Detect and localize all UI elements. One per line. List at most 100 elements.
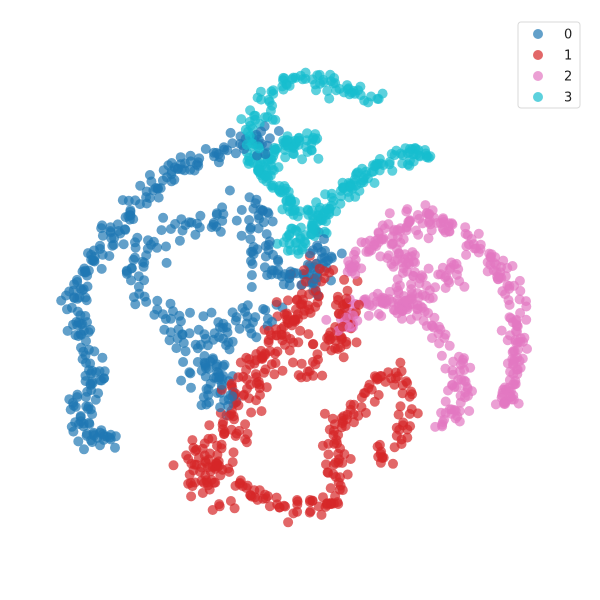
data-point-class-1 <box>295 325 306 336</box>
data-point-class-0 <box>134 288 145 299</box>
data-point-class-3 <box>244 116 255 127</box>
data-point-class-1 <box>212 440 222 451</box>
data-point-class-0 <box>166 166 177 177</box>
data-point-class-0 <box>119 224 130 235</box>
data-point-class-0 <box>284 280 295 291</box>
data-point-class-3 <box>266 180 277 191</box>
data-point-class-0 <box>194 222 205 233</box>
data-point-class-2 <box>321 314 332 325</box>
data-point-class-3 <box>330 78 341 89</box>
data-point-class-1 <box>253 376 264 387</box>
data-point-class-1 <box>186 491 197 502</box>
data-point-class-0 <box>126 263 137 274</box>
data-point-class-2 <box>424 285 435 296</box>
data-point-class-0 <box>180 346 191 357</box>
data-point-class-2 <box>461 249 472 260</box>
data-point-class-1 <box>183 454 194 464</box>
data-point-class-2 <box>360 294 371 305</box>
data-point-class-1 <box>284 345 295 356</box>
data-point-class-2 <box>460 387 471 398</box>
data-point-class-0 <box>174 235 185 246</box>
data-point-class-2 <box>423 263 434 274</box>
data-point-class-0 <box>80 392 91 402</box>
data-point-class-0 <box>158 212 169 223</box>
data-point-class-0 <box>142 243 153 254</box>
legend-item-1: 1 <box>533 49 572 64</box>
data-point-class-3 <box>307 134 318 145</box>
data-point-class-0 <box>190 229 201 240</box>
data-point-class-2 <box>423 233 434 244</box>
data-point-class-2 <box>420 200 431 211</box>
data-point-class-1 <box>395 357 406 368</box>
data-point-class-0 <box>161 241 171 252</box>
data-point-class-1 <box>334 454 344 465</box>
data-point-class-2 <box>346 262 357 273</box>
data-point-class-2 <box>427 320 437 331</box>
data-point-class-0 <box>56 295 67 306</box>
data-point-class-1 <box>260 493 271 504</box>
data-point-class-1 <box>256 406 267 417</box>
data-point-class-0 <box>245 234 256 245</box>
data-point-class-0 <box>98 429 108 440</box>
data-point-class-1 <box>292 499 303 510</box>
data-point-class-2 <box>508 346 519 356</box>
data-point-class-0 <box>88 429 99 440</box>
data-point-class-2 <box>514 275 525 286</box>
data-point-class-1 <box>200 457 211 468</box>
data-point-class-1 <box>224 466 235 477</box>
data-point-class-3 <box>280 152 291 163</box>
data-point-class-0 <box>133 271 144 282</box>
data-point-class-0 <box>87 255 98 266</box>
data-point-class-3 <box>319 226 330 237</box>
data-point-class-2 <box>372 288 383 299</box>
data-point-class-1 <box>282 317 293 328</box>
data-point-class-2 <box>498 255 509 266</box>
data-point-class-0 <box>215 226 226 237</box>
data-point-class-0 <box>268 249 278 260</box>
data-point-class-1 <box>323 449 334 460</box>
data-point-class-3 <box>325 69 336 80</box>
data-point-class-0 <box>246 270 257 281</box>
data-point-class-1 <box>228 411 239 422</box>
data-point-class-0 <box>246 256 256 266</box>
data-point-class-1 <box>245 379 256 390</box>
data-point-class-2 <box>521 314 532 325</box>
data-point-class-3 <box>290 72 301 83</box>
legend-label-3: 3 <box>564 91 572 106</box>
data-point-class-1 <box>189 477 200 488</box>
data-point-class-3 <box>326 200 337 211</box>
data-point-class-3 <box>354 185 365 196</box>
data-point-class-0 <box>172 333 183 344</box>
data-point-class-0 <box>78 346 89 357</box>
data-point-class-0 <box>96 263 107 274</box>
data-point-class-0 <box>198 311 209 322</box>
data-point-class-1 <box>319 273 330 284</box>
data-point-class-1 <box>394 424 405 435</box>
data-point-class-0 <box>75 328 86 339</box>
data-point-class-0 <box>230 148 241 159</box>
data-point-class-1 <box>342 409 353 420</box>
data-point-class-2 <box>395 226 406 236</box>
data-point-class-1 <box>293 337 304 348</box>
data-point-class-1 <box>332 291 343 302</box>
data-point-class-2 <box>459 281 470 292</box>
data-point-class-3 <box>344 89 355 100</box>
data-point-class-0 <box>200 360 211 371</box>
data-point-class-1 <box>215 470 226 481</box>
data-point-class-0 <box>158 165 169 176</box>
data-point-class-3 <box>307 210 318 221</box>
data-point-class-2 <box>440 283 451 293</box>
data-point-class-3 <box>315 78 325 89</box>
data-point-class-2 <box>515 308 526 318</box>
data-point-class-2 <box>473 228 484 239</box>
data-point-class-0 <box>106 233 117 244</box>
data-point-class-1 <box>356 392 367 403</box>
data-point-class-2 <box>366 245 377 256</box>
data-point-class-1 <box>360 407 371 418</box>
data-point-class-2 <box>373 228 384 239</box>
data-point-class-0 <box>150 183 161 193</box>
data-point-class-0 <box>255 204 266 215</box>
legend-marker-2 <box>533 71 543 81</box>
data-point-class-0 <box>128 214 139 225</box>
data-point-class-0 <box>68 285 79 296</box>
